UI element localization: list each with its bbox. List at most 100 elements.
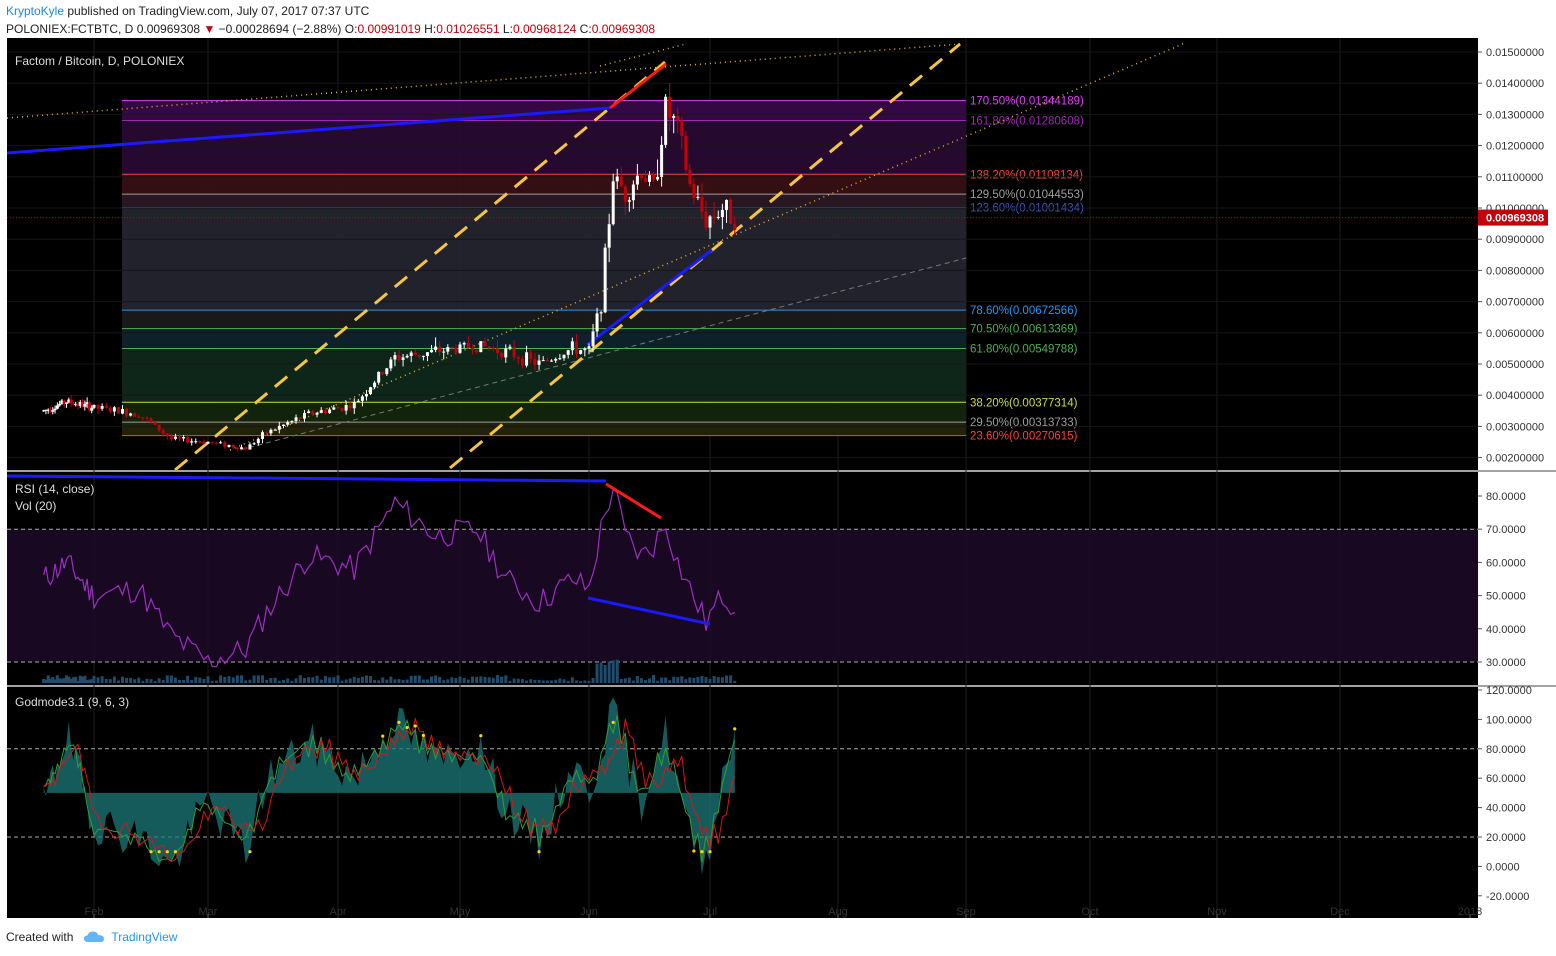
candle-body (182, 437, 186, 439)
candle-body (58, 403, 62, 406)
volume-bar (244, 680, 248, 683)
candle-body (265, 432, 269, 434)
candle-body (680, 120, 684, 136)
volume-bar (90, 679, 94, 683)
footer: Created with TradingView (6, 930, 177, 944)
price-axis-label: 0.01400000 (1486, 78, 1544, 90)
last-price-tag-label: 0.00969308 (1486, 213, 1544, 225)
candle-body (652, 174, 656, 180)
candle-body (537, 360, 541, 365)
volume-bar (265, 680, 269, 683)
fib-level-label: 78.60%(0.00672566) (970, 305, 1078, 317)
fib-level-label: 161.80%(0.01280608) (970, 115, 1084, 127)
candle-body (194, 441, 198, 443)
volume-bar (145, 678, 149, 683)
tradingview-brand[interactable]: TradingView (111, 930, 178, 944)
price-axis-label: 0.00400000 (1486, 390, 1544, 402)
candle-body (137, 416, 141, 418)
fib-zone (122, 174, 966, 195)
price-axis-label: 0.00900000 (1486, 234, 1544, 246)
godmode-signal-dot (537, 850, 541, 854)
candle-body (173, 436, 177, 439)
godmode-signal-dot (173, 850, 178, 854)
volume-bar (311, 677, 315, 683)
volume-bar (104, 678, 108, 683)
volume-bar (108, 679, 112, 683)
volume-bar (558, 678, 562, 683)
candle-body (603, 247, 607, 313)
candle-body (219, 442, 223, 444)
volume-bar (153, 680, 157, 683)
volume-bar (182, 679, 186, 683)
candle-body (627, 200, 631, 202)
candle-body (712, 216, 716, 218)
red-trendline (609, 62, 667, 110)
godmode-axis-label: 0.0000 (1486, 861, 1520, 873)
volume-bar (328, 677, 332, 683)
rsi-band-fill (7, 529, 1478, 662)
volume-bar (178, 679, 181, 683)
volume-bar (356, 677, 360, 683)
volume-bar (405, 679, 409, 683)
volume-bar (696, 676, 700, 683)
volume-bar (708, 679, 712, 683)
volume-bar (720, 677, 724, 683)
candle-body (696, 196, 700, 198)
candle-body (348, 404, 352, 409)
chart-canvas[interactable]: 170.50%(0.01344189) 161.80%(0.01280608) 13… (0, 38, 1556, 920)
volume-bar (520, 679, 524, 683)
candle-body (700, 196, 704, 212)
candle-body (570, 341, 574, 351)
volume-bar (67, 676, 71, 683)
candle-body (692, 184, 696, 198)
candle-body (125, 409, 129, 416)
candle-body (281, 424, 285, 426)
candle-body (53, 408, 57, 411)
volume-bar (533, 679, 537, 683)
volume-bar (202, 679, 206, 683)
volume-bar (256, 675, 260, 683)
candle-body (487, 346, 491, 349)
volume-bar (566, 680, 570, 683)
price-axis-label: 0.00700000 (1486, 297, 1544, 309)
volume-bar (430, 676, 434, 683)
volume-bar (680, 676, 684, 683)
candle-body (672, 116, 676, 118)
volume-bar (716, 677, 720, 683)
author-link[interactable]: KryptoKyle (6, 4, 65, 18)
volume-bar (286, 678, 290, 683)
godmode-signal-dot (405, 725, 409, 730)
candle-body (716, 216, 720, 218)
candle-body (235, 447, 239, 449)
candle-body (81, 401, 85, 407)
volume-bar (599, 662, 603, 683)
volume-bar (570, 677, 574, 683)
candle-body (319, 410, 323, 413)
candle-body (462, 342, 466, 345)
fib-zone (122, 328, 966, 349)
volume-bar (369, 676, 373, 683)
candle-body (729, 199, 733, 224)
volume-bar (664, 677, 668, 683)
volume-bar (315, 675, 319, 683)
candle-body (639, 175, 643, 179)
low-label: L: (499, 22, 513, 36)
candle-body (290, 420, 294, 423)
fib-level-label: 38.20%(0.00377314) (970, 397, 1078, 409)
price-pane-title: Factom / Bitcoin, D, POLONIEX (15, 54, 184, 68)
volume-bar (733, 680, 737, 683)
godmode-signal-dot (708, 850, 712, 854)
volume-bar (83, 675, 87, 683)
candle-body (323, 410, 327, 414)
candle-body (504, 348, 508, 358)
time-axis-base (7, 918, 1478, 920)
change-value: −0.00028694 (−2.88%) (215, 22, 345, 36)
grey-dashed-line (239, 257, 967, 451)
volume-bar (434, 675, 438, 683)
candle-body (615, 176, 619, 182)
volume-bar (44, 679, 48, 683)
candle-body (599, 312, 603, 314)
volume-bar (413, 675, 417, 683)
candle-body (450, 347, 454, 349)
time-axis-label: Apr (329, 906, 346, 918)
